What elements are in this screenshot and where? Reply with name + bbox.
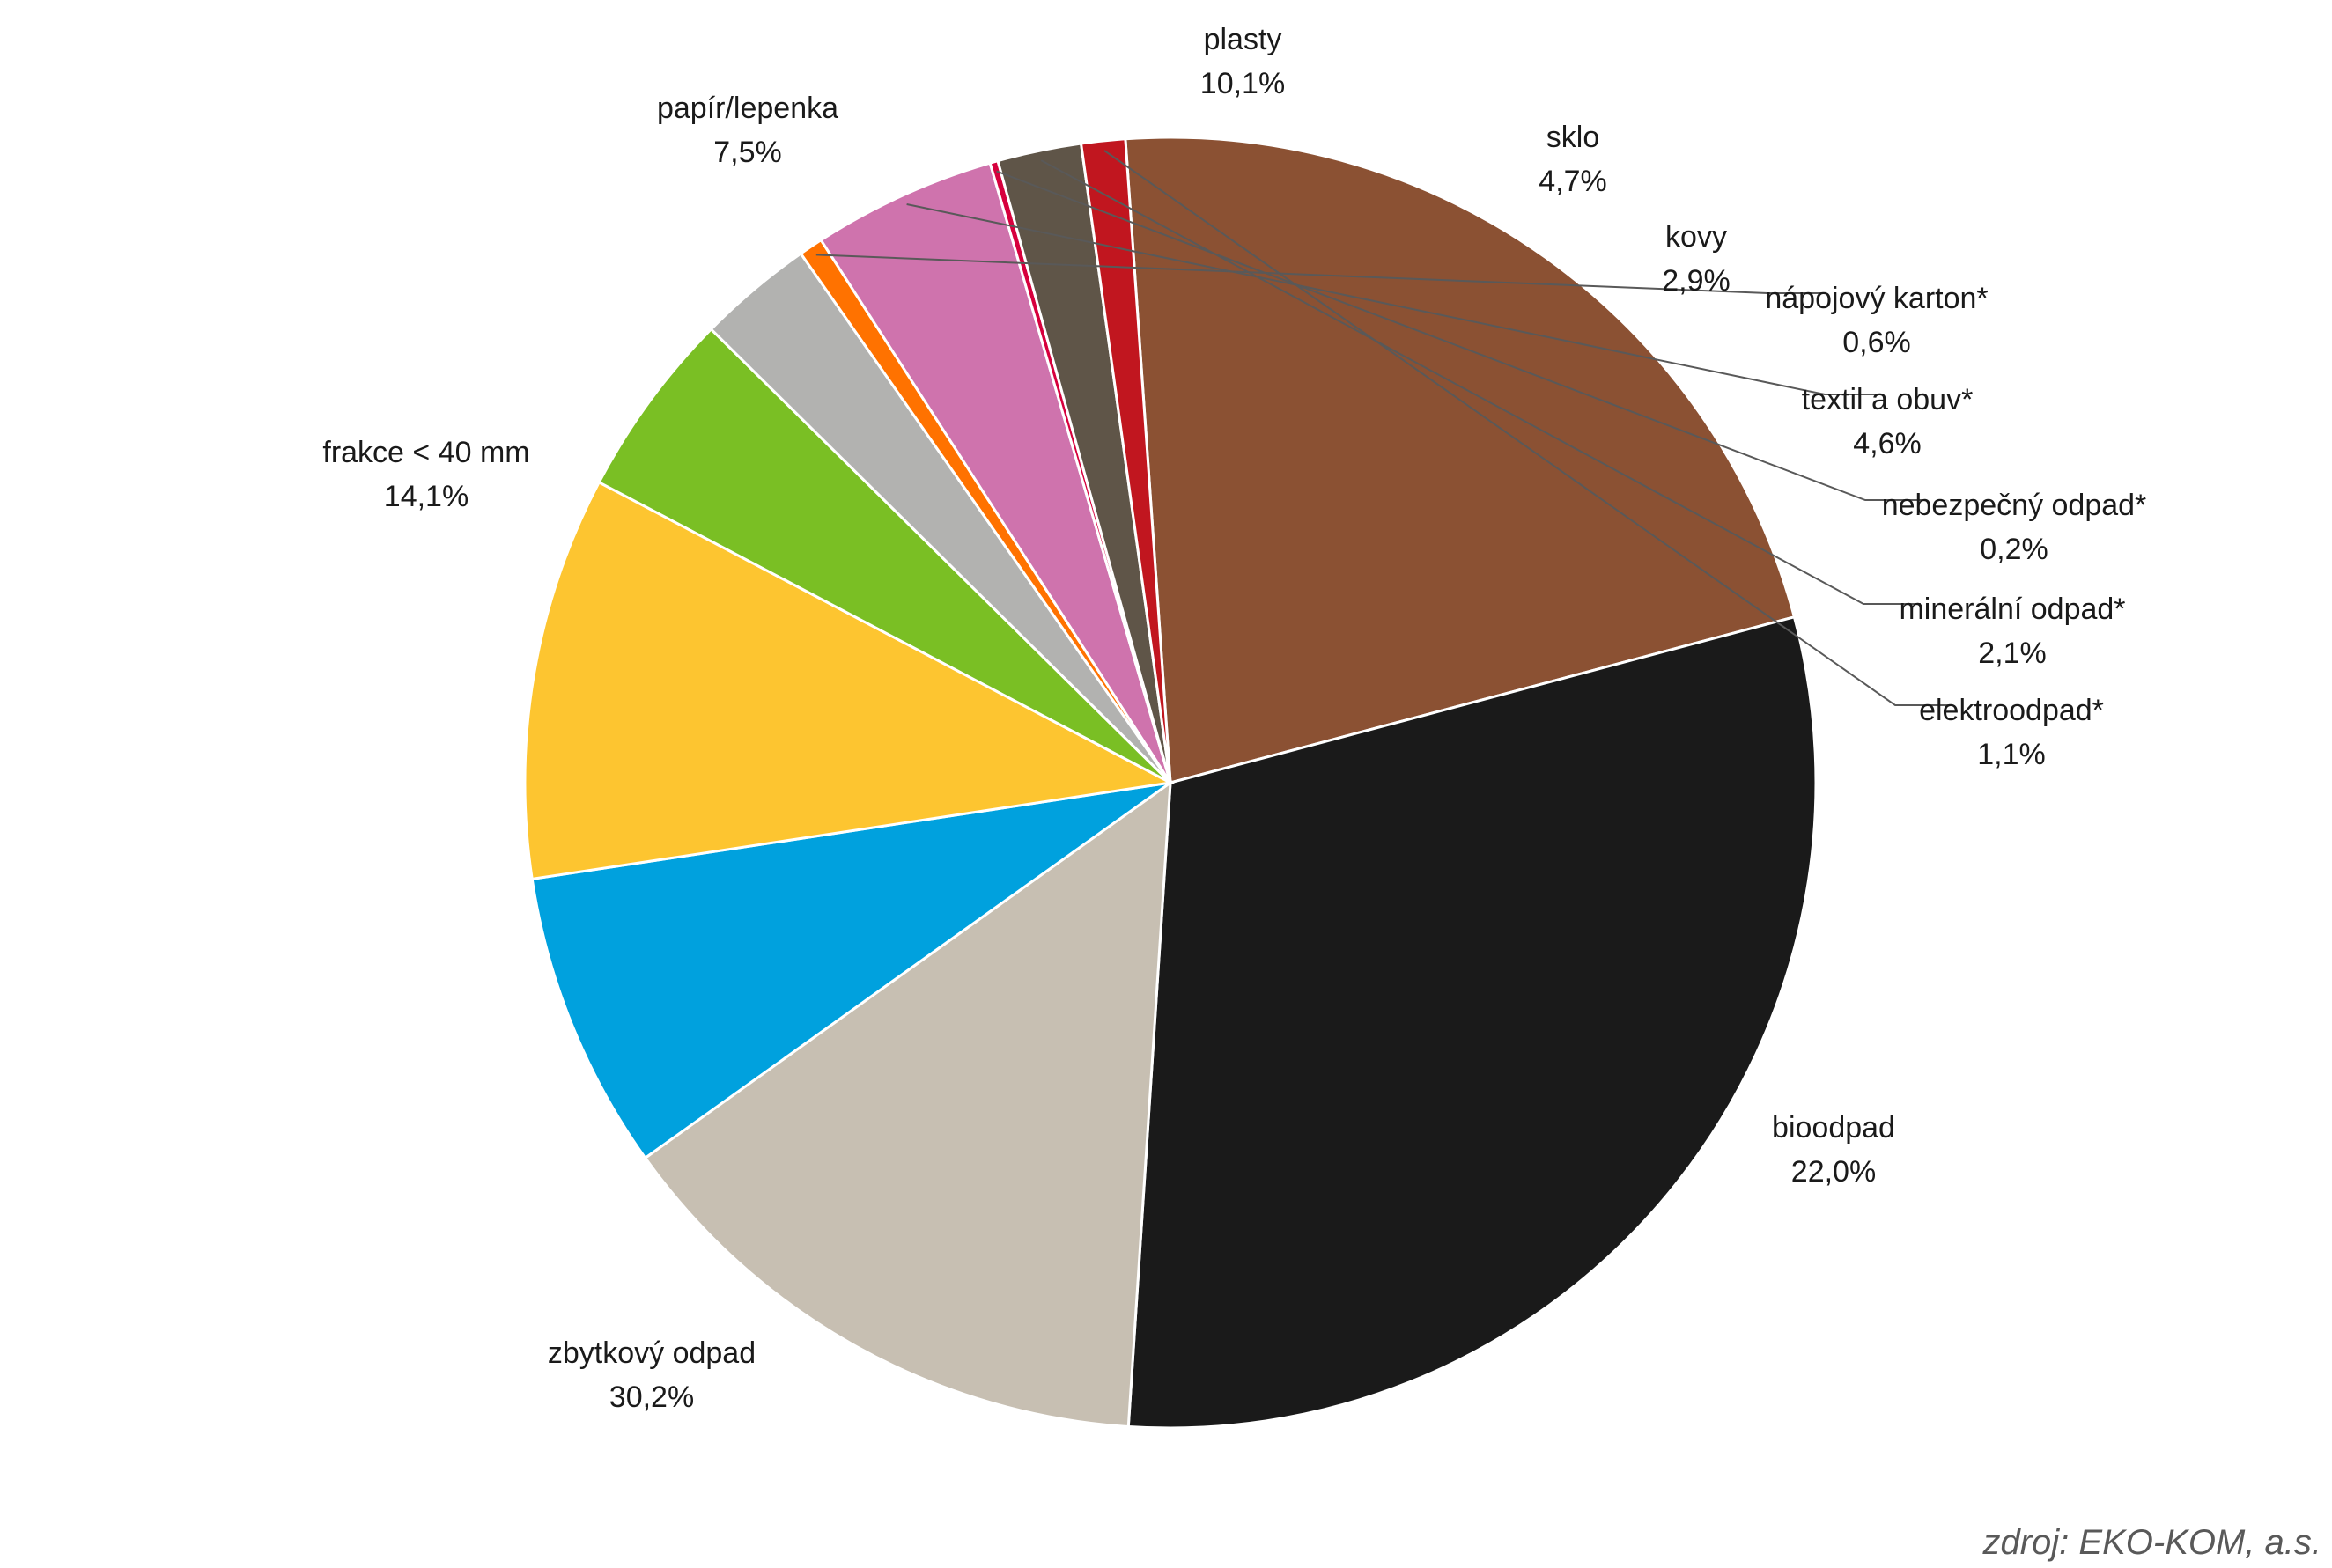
pie-slice xyxy=(1126,615,1818,1430)
slice-label-name: nebezpečný odpad* xyxy=(1882,489,2147,522)
slice-label-name: zbytkový odpad xyxy=(548,1336,756,1370)
pie-slice xyxy=(530,781,1171,1160)
slice-label: textil a obuv* 4,6% xyxy=(1802,383,1974,460)
slice-label-value: 22,0% xyxy=(1791,1155,1876,1189)
pie-slice xyxy=(1079,137,1172,784)
slice-label-name: minerální odpad* xyxy=(1899,593,2125,626)
source-note: zdroj: EKO-KOM, a.s. xyxy=(1982,1523,2321,1562)
slice-label-name: sklo xyxy=(1546,121,1599,154)
slice-label: papír/lepenka 7,5% xyxy=(657,92,838,169)
slice-label: kovy 2,9% xyxy=(1662,220,1731,298)
slice-label-value: 10,1% xyxy=(1200,67,1285,100)
slice-label-value: 2,9% xyxy=(1662,264,1731,298)
slice-labels: bioodpad 22,0% zbytkový odpad 30,2% frakce <… xyxy=(322,23,2146,1414)
pie-slice xyxy=(643,779,1172,1429)
slice-label: bioodpad 22,0% xyxy=(1772,1111,1895,1189)
leader-line xyxy=(996,170,1922,501)
slice-label-value: 0,2% xyxy=(1980,533,2048,566)
slice-label-name: plasty xyxy=(1204,23,1282,56)
slice-label-name: textil a obuv* xyxy=(1802,383,1974,416)
leader-line xyxy=(906,203,1882,395)
pie-slice xyxy=(523,480,1175,881)
slice-label-name: papír/lepenka xyxy=(657,92,838,125)
leader-line xyxy=(815,254,1825,294)
pie-slices xyxy=(523,136,1818,1430)
leader-lines xyxy=(815,150,1952,706)
slice-label-name: kovy xyxy=(1665,220,1727,254)
leader-line xyxy=(1103,150,1952,706)
slice-label-value: 7,5% xyxy=(713,136,782,169)
pie-slice xyxy=(819,161,1172,784)
leader-line xyxy=(1040,159,1921,605)
slice-label: nápojový karton* 0,6% xyxy=(1765,282,1988,359)
slice-label-value: 2,1% xyxy=(1978,637,2047,670)
slice-label-name: frakce < 40 mm xyxy=(322,436,529,469)
slice-label-value: 4,6% xyxy=(1853,427,1922,460)
slice-label: nebezpečný odpad* 0,2% xyxy=(1882,489,2147,566)
pie-slice xyxy=(597,327,1172,784)
slice-label: minerální odpad* 2,1% xyxy=(1899,593,2125,670)
pie-slice xyxy=(1124,136,1797,784)
slice-label: zbytkový odpad 30,2% xyxy=(548,1336,756,1414)
slice-label-name: nápojový karton* xyxy=(1765,282,1988,315)
slice-label-value: 0,6% xyxy=(1842,326,1911,359)
slice-label: elektroodpad* 1,1% xyxy=(1919,694,2104,771)
slice-label-value: 4,7% xyxy=(1539,165,1607,198)
slice-label-value: 14,1% xyxy=(384,480,469,513)
slice-label-name: bioodpad xyxy=(1772,1111,1895,1145)
slice-label: frakce < 40 mm 14,1% xyxy=(322,436,529,513)
slice-label: plasty 10,1% xyxy=(1200,23,1285,100)
slice-label-value: 30,2% xyxy=(609,1380,694,1414)
slice-label-name: elektroodpad* xyxy=(1919,694,2104,727)
slice-label-value: 1,1% xyxy=(1977,738,2046,771)
slice-label: sklo 4,7% xyxy=(1539,121,1607,198)
